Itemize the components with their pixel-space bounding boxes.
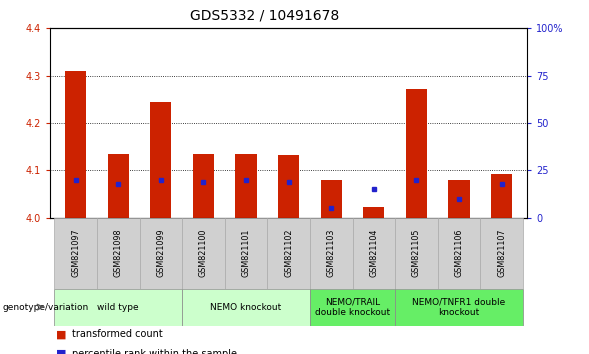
Bar	[140, 218, 182, 289]
Text: NEMO/TRAIL
double knockout: NEMO/TRAIL double knockout	[315, 297, 390, 317]
Bar	[480, 218, 523, 289]
Bar	[406, 89, 427, 218]
Text: GDS5332 / 10491678: GDS5332 / 10491678	[190, 9, 340, 23]
Text: GSM821103: GSM821103	[327, 229, 336, 277]
Text: wild type: wild type	[97, 303, 139, 312]
Bar	[363, 207, 385, 218]
Bar	[395, 289, 523, 326]
Text: GSM821099: GSM821099	[156, 229, 166, 278]
Text: GSM821104: GSM821104	[369, 229, 378, 277]
Bar	[65, 71, 86, 218]
Bar	[448, 180, 469, 218]
Bar	[352, 218, 395, 289]
Bar	[97, 218, 140, 289]
Text: GSM821098: GSM821098	[114, 229, 123, 278]
Bar	[225, 218, 267, 289]
Text: GSM821106: GSM821106	[455, 229, 464, 277]
Bar	[108, 154, 129, 218]
Text: ■: ■	[56, 349, 67, 354]
Text: NEMO/TNFR1 double
knockout: NEMO/TNFR1 double knockout	[412, 297, 505, 317]
Bar	[236, 154, 257, 218]
Text: GSM821102: GSM821102	[284, 229, 293, 278]
Text: transformed count: transformed count	[72, 329, 163, 339]
Text: GSM821101: GSM821101	[241, 229, 250, 277]
Text: ■: ■	[56, 329, 67, 339]
Text: genotype/variation: genotype/variation	[3, 303, 89, 312]
Bar	[491, 174, 512, 218]
Bar	[438, 218, 480, 289]
Bar	[182, 218, 225, 289]
Bar	[310, 218, 352, 289]
Bar	[395, 218, 438, 289]
Text: GSM821105: GSM821105	[412, 229, 421, 278]
Bar	[320, 180, 342, 218]
Bar	[54, 218, 97, 289]
Text: GSM821097: GSM821097	[71, 229, 80, 278]
Bar	[278, 155, 299, 218]
Bar	[267, 218, 310, 289]
Text: GSM821100: GSM821100	[199, 229, 208, 277]
Bar	[54, 289, 182, 326]
Text: percentile rank within the sample: percentile rank within the sample	[72, 349, 237, 354]
Bar	[310, 289, 395, 326]
Bar	[150, 102, 171, 218]
Bar	[182, 289, 310, 326]
Text: GSM821107: GSM821107	[497, 229, 506, 278]
Text: NEMO knockout: NEMO knockout	[210, 303, 282, 312]
Bar	[193, 154, 214, 218]
